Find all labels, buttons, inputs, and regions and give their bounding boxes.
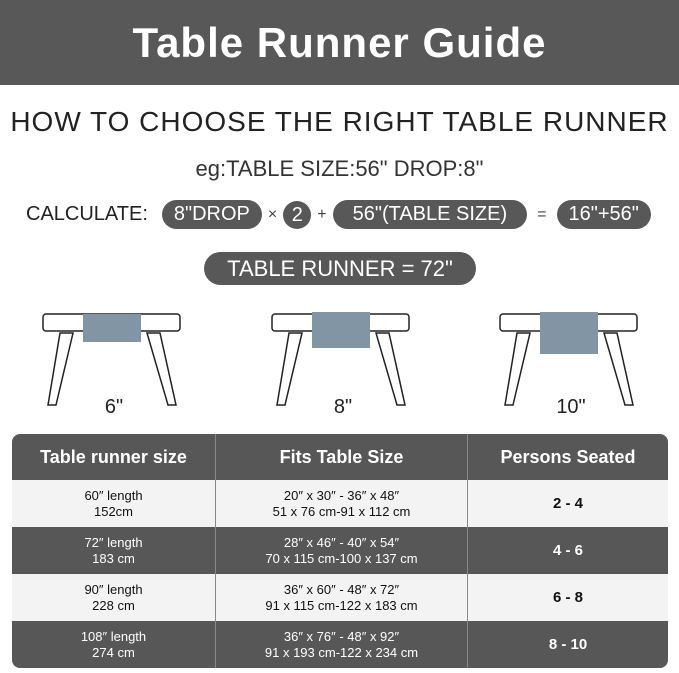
persons-cell: 4 - 6: [468, 527, 668, 574]
runner-size-cell: 90″ length 228 cm: [12, 574, 216, 621]
drop-label: 10": [556, 396, 586, 418]
runner-swatch: [312, 312, 370, 348]
size-cm: 274 cm: [92, 644, 135, 660]
fit-cm: 51 x 76 cm-91 x 112 cm: [272, 503, 411, 519]
two-circle: 2: [283, 200, 312, 229]
size-cm: 228 cm: [92, 597, 135, 613]
calc-label: CALCULATE:: [26, 203, 148, 225]
fit-cm: 91 x 115 cm-122 x 183 cm: [265, 597, 418, 613]
runner-size-cell: 108″ length 274 cm: [12, 621, 216, 668]
example-text: eg:TABLE SIZE:56" DROP:8": [195, 156, 484, 181]
persons-cell: 8 - 10: [468, 621, 668, 668]
table-illustration-6: [42, 313, 181, 406]
fit-cell: 36″ x 60″ - 48″ x 72″ 91 x 115 cm-122 x 1…: [216, 574, 468, 621]
runner-size-cell: 72″ length 183 cm: [12, 527, 216, 574]
fit-in: 28″ x 46″ - 40″ x 54″: [283, 534, 400, 550]
drop-pill: 8"DROP: [161, 200, 262, 229]
drop-label: 6": [104, 396, 124, 418]
size-cm: 152cm: [93, 503, 134, 519]
size-table: Table runner size Fits Table Size Person…: [12, 434, 668, 668]
page-title: Table Runner Guide: [0, 0, 679, 85]
sum-pill: 16"+56": [556, 200, 651, 229]
size-in: 90″ length: [84, 581, 143, 597]
fit-cell: 36″ x 76″ - 48″ x 92″ 91 x 193 cm-122 x 2…: [216, 621, 468, 668]
fit-in: 36″ x 60″ - 48″ x 72″: [283, 581, 400, 597]
drop-label: 8": [333, 396, 353, 418]
runner-size-cell: 60″ length 152cm: [12, 480, 216, 527]
size-in: 72″ length: [84, 534, 143, 550]
fit-cm: 70 x 115 cm-100 x 137 cm: [265, 550, 418, 566]
runner-swatch: [540, 312, 598, 354]
table-size-pill: 56"(TABLE SIZE): [332, 200, 528, 229]
runner-swatch: [83, 314, 141, 342]
heading: HOW TO CHOOSE THE RIGHT TABLE RUNNER: [10, 106, 669, 137]
fit-in: 20″ x 30″ - 36″ x 48″: [283, 487, 400, 503]
calculation: CALCULATE: 8"DROP × 2 + 56"(TABLE SIZE) …: [26, 200, 651, 229]
times-sign: ×: [267, 205, 278, 223]
fit-cell: 28″ x 46″ - 40″ x 54″ 70 x 115 cm-100 x 1…: [216, 527, 468, 574]
column-header: Table runner size: [12, 434, 216, 480]
size-in: 108″ length: [80, 628, 147, 644]
persons-cell: 6 - 8: [468, 574, 668, 621]
size-cm: 183 cm: [92, 550, 135, 566]
result-pill: TABLE RUNNER = 72": [204, 252, 476, 285]
size-in: 60″ length: [84, 487, 143, 503]
table-illustration-10: [499, 312, 638, 406]
column-header: Persons Seated: [468, 434, 668, 480]
fit-cm: 91 x 193 cm-122 x 234 cm: [264, 644, 419, 660]
fit-in: 36″ x 76″ - 48″ x 92″: [283, 628, 400, 644]
plus-sign: +: [317, 205, 327, 223]
fit-cell: 20″ x 30″ - 36″ x 48″ 51 x 76 cm-91 x 112…: [216, 480, 468, 527]
column-header: Fits Table Size: [216, 434, 468, 480]
equals-sign: =: [537, 205, 547, 223]
persons-cell: 2 - 4: [468, 480, 668, 527]
table-illustration-8: [271, 312, 410, 406]
